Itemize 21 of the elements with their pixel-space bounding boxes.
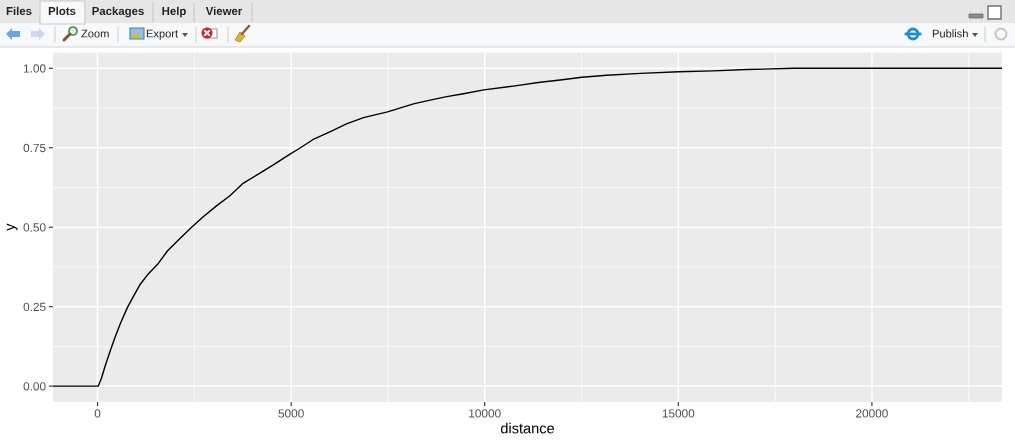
x-tick-label: 10000 (469, 409, 501, 418)
y-tick-label: 0.50 (23, 223, 46, 232)
text: Plots (48, 6, 76, 16)
x-tick-label: 0 (94, 409, 101, 418)
text: Viewer (205, 6, 243, 16)
y-tick-label: 0.00 (23, 382, 46, 391)
text: Packages (92, 6, 144, 18)
y-tick-label: 0.25 (23, 302, 46, 312)
y-tick-label: 1.00 (23, 64, 46, 73)
text: Export (146, 29, 179, 40)
y-axis-title: y (6, 223, 18, 231)
text: Help (162, 6, 186, 18)
text: Zoom (81, 29, 109, 38)
x-tick-label: 15000 (662, 409, 695, 418)
text: Publish (932, 29, 968, 38)
line-series (53, 67, 1002, 387)
text: Files (6, 6, 32, 16)
x-axis-title: distance (500, 422, 555, 434)
y-tick-label: 0.75 (23, 143, 46, 153)
x-tick-label: 5000 (278, 409, 304, 418)
x-tick-label: 20000 (856, 409, 888, 418)
